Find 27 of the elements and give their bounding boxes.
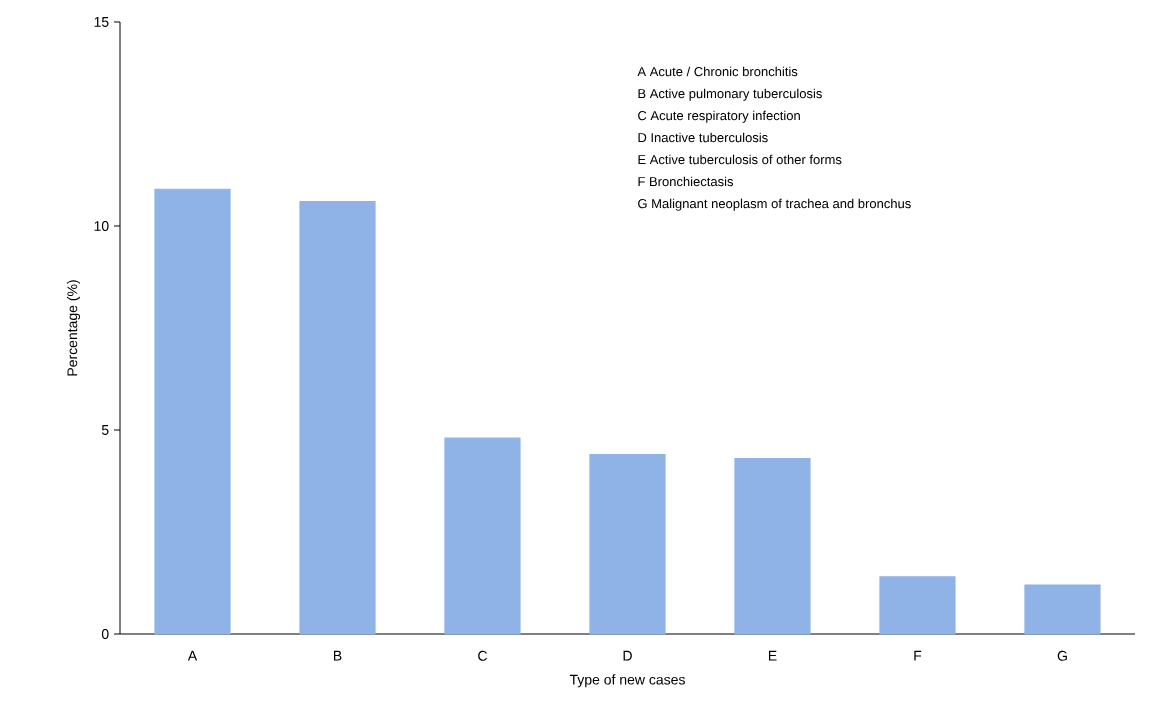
x-tick-label: F — [914, 650, 922, 661]
y-tick-label: 5 — [101, 425, 109, 435]
x-tick-label: G — [1057, 650, 1067, 661]
annotation: E Active tuberculosis of other forms — [638, 154, 842, 165]
annotation: B Active pulmonary tuberculosis — [638, 88, 822, 101]
y-tick-label: 0 — [101, 629, 109, 639]
bar — [589, 453, 666, 635]
bar — [734, 457, 811, 635]
x-tick-label: B — [333, 650, 342, 661]
y-axis-title: Percentage (%) — [66, 280, 81, 376]
x-tick-label: C — [478, 650, 488, 661]
y-tick-label: 15 — [94, 17, 109, 27]
x-axis-title: Type of new cases — [569, 674, 685, 688]
x-tick-label: D — [623, 650, 632, 661]
x-tick-label: E — [768, 650, 777, 661]
annotation: C Acute respiratory infection — [638, 110, 800, 123]
bar — [154, 188, 231, 635]
bar — [299, 200, 376, 635]
annotation: A Acute / Chronic bronchitis — [637, 66, 798, 77]
bar — [1024, 584, 1101, 635]
x-tick-label: A — [187, 650, 198, 661]
annotation: G Malignant neoplasm of trachea and bronchus — [638, 198, 911, 211]
y-tick-label: 10 — [94, 221, 109, 231]
annotation: D Inactive tuberculosis — [638, 132, 768, 143]
bar — [879, 576, 956, 635]
annotation: F Bronchiectasis — [638, 176, 734, 187]
bar — [444, 437, 521, 635]
